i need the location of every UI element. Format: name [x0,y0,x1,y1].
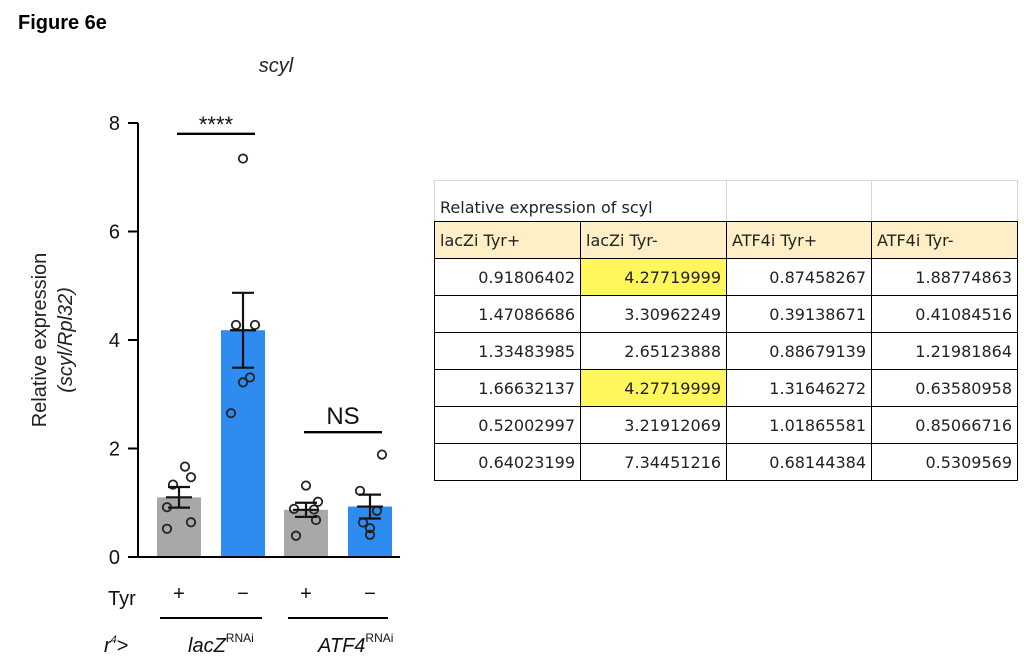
table-row: 1.33483985 2.65123888 0.88679139 1.21981864 [434,332,1018,370]
table-header-row: lacZi Tyr+ lacZi Tyr- ATF4i Tyr+ ATF4i Tyr- [434,221,1018,259]
table-cell: 0.85066716 [871,406,1018,444]
table-cell: 1.88774863 [871,258,1018,296]
table-header-cell: ATF4i Tyr+ [726,221,872,259]
table-cell: 3.30962249 [580,295,727,333]
significance-label: NS [326,403,359,430]
table-cell: 0.5309569 [871,443,1018,481]
figure-label: Figure 6e [18,12,107,34]
tyr-sign: + [300,583,312,605]
tyr-row-label: Tyr [108,588,136,610]
y-axis-label-units: (scyl/Rpl32) [55,287,77,393]
y-tick-label: 2 [109,439,120,461]
y-axis-label: Relative expression [29,253,51,428]
genotype-label: ATF4RNAi [317,631,393,657]
table-cell: 4.27719999 [580,369,727,407]
table-cell: 0.87458267 [726,258,872,296]
table-cell: 0.88679139 [726,332,872,370]
data-point [364,523,376,534]
data-point [290,530,302,541]
y-tick-label: 8 [109,113,120,135]
table-cell: 1.31646272 [726,369,872,407]
table-cell: 0.41084516 [871,295,1018,333]
table-cell: 7.34451216 [580,443,727,481]
table-cell: 1.01865581 [726,406,872,444]
table-title-empty-cell [726,180,872,222]
table-row: 0.52002997 3.21912069 1.01865581 0.85066716 [434,406,1018,444]
table-cell: 3.21912069 [580,406,727,444]
data-point [364,529,376,540]
table-cell: 0.91806402 [434,258,581,296]
table-cell: 0.39138671 [726,295,872,333]
table-cell: 0.52002997 [434,406,581,444]
bar-chart: scyl 0 2 4 6 8 Relative expression (scyl/Rpl32)… [29,55,400,657]
genotype-prefix: r4> [104,634,128,657]
data-point [244,372,256,383]
data-point [376,449,388,460]
table-cell: 1.47086686 [434,295,581,333]
data-point [249,319,261,331]
data-point [167,479,179,490]
table-cell: 1.66632137 [434,369,581,407]
table-cell: 1.33483985 [434,332,581,370]
table-cell: 4.27719999 [580,258,727,296]
genotype-label: lacZRNAi [188,631,254,657]
data-point [237,153,249,164]
table-title-row: Relative expression of scyl [434,180,1018,222]
data-point [300,480,312,491]
y-tick-label: 4 [109,330,120,352]
table-cell: 1.21981864 [871,332,1018,370]
tyr-sign: − [237,583,249,605]
table-header-cell: lacZi Tyr+ [434,221,581,259]
data-table: Relative expression of scyl lacZi Tyr+ lac… [434,180,1018,481]
significance-label: **** [199,112,234,137]
data-point [179,461,191,472]
table-cell: 0.64023199 [434,443,581,481]
table-cell: 2.65123888 [580,332,727,370]
chart-title: scyl [259,55,294,77]
table-header-cell: ATF4i Tyr- [871,221,1018,259]
data-point [185,517,197,528]
y-tick-label: 0 [109,547,120,569]
table-title-empty-cell [871,180,1018,222]
table-header-cell: lacZi Tyr- [580,221,727,259]
table-row: 0.91806402 4.27719999 0.87458267 1.88774863 [434,258,1018,296]
table-title: Relative expression of scyl [434,180,727,222]
table-row: 1.66632137 4.27719999 1.31646272 0.63580958 [434,369,1018,407]
tyr-sign: − [364,583,376,605]
data-point [185,472,197,483]
table-cell: 0.68144384 [726,443,872,481]
data-point [230,319,242,331]
tyr-sign: + [173,583,185,605]
data-point [225,408,237,419]
table-row: 1.47086686 3.30962249 0.39138671 0.41084516 [434,295,1018,333]
table-cell: 0.63580958 [871,369,1018,407]
data-point [161,523,173,534]
y-tick-label: 6 [109,222,120,244]
data-point [237,377,249,388]
table-row: 0.64023199 7.34451216 0.68144384 0.5309569 [434,443,1018,481]
